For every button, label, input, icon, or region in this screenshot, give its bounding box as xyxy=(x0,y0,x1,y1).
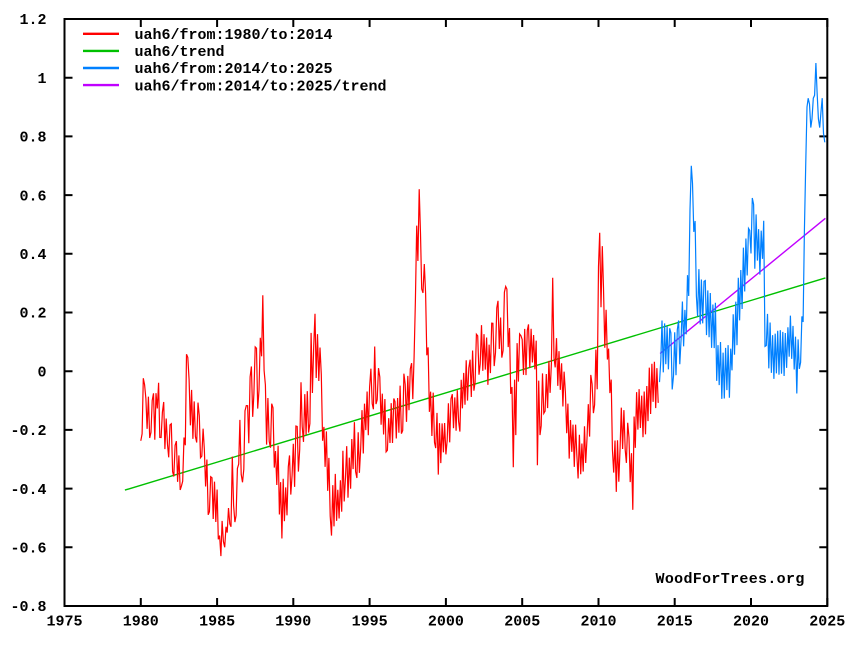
svg-text:0.6: 0.6 xyxy=(19,188,46,205)
svg-text:0.4: 0.4 xyxy=(19,247,46,264)
svg-text:-0.8: -0.8 xyxy=(10,599,46,616)
svg-text:1990: 1990 xyxy=(275,614,311,631)
svg-text:1995: 1995 xyxy=(352,614,388,631)
svg-text:1980: 1980 xyxy=(123,614,159,631)
svg-text:-0.4: -0.4 xyxy=(10,482,46,499)
svg-text:2025: 2025 xyxy=(809,614,845,631)
svg-text:2020: 2020 xyxy=(733,614,769,631)
svg-text:WoodForTrees.org: WoodForTrees.org xyxy=(656,571,805,588)
svg-text:uah6/from:2014/to:2025: uah6/from:2014/to:2025 xyxy=(135,61,333,78)
svg-text:1985: 1985 xyxy=(199,614,235,631)
svg-text:2000: 2000 xyxy=(428,614,464,631)
svg-text:1975: 1975 xyxy=(46,614,82,631)
svg-text:uah6/from:1980/to:2014: uah6/from:1980/to:2014 xyxy=(135,27,333,44)
svg-text:2005: 2005 xyxy=(504,614,540,631)
svg-text:-0.6: -0.6 xyxy=(10,541,46,558)
svg-text:2015: 2015 xyxy=(657,614,693,631)
svg-text:0: 0 xyxy=(37,364,46,381)
svg-text:1: 1 xyxy=(37,71,46,88)
svg-text:uah6/trend: uah6/trend xyxy=(135,44,225,61)
svg-text:0.2: 0.2 xyxy=(19,306,46,323)
svg-text:0.8: 0.8 xyxy=(19,130,46,147)
svg-text:-0.2: -0.2 xyxy=(10,423,46,440)
svg-text:1.2: 1.2 xyxy=(19,12,46,29)
svg-text:uah6/from:2014/to:2025/trend: uah6/from:2014/to:2025/trend xyxy=(135,78,387,95)
svg-text:2010: 2010 xyxy=(580,614,616,631)
